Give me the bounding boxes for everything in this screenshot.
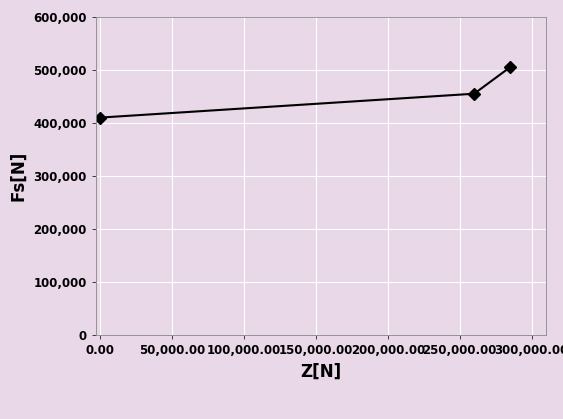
- Y-axis label: Fs[N]: Fs[N]: [10, 151, 28, 201]
- X-axis label: Z[N]: Z[N]: [300, 363, 342, 381]
